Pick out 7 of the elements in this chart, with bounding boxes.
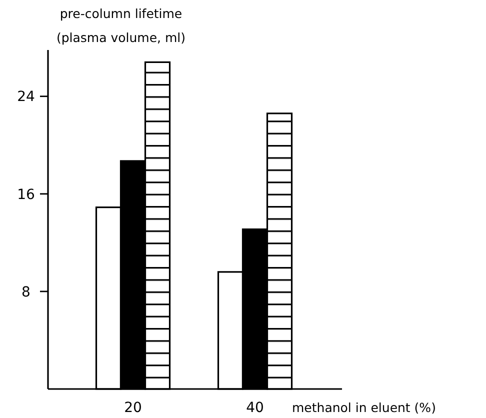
x-tick-label: 40	[246, 400, 264, 416]
x-tick-label: 20	[124, 400, 142, 416]
y-axis-title: pre-column lifetime (plasma volume, ml)	[56, 6, 186, 45]
x-axis-title: methanol in eluent (%)	[292, 400, 436, 415]
y-tick-label: 16	[17, 186, 35, 203]
y-tick-label: 24	[17, 89, 35, 106]
y-tick-label: 8	[22, 284, 30, 300]
